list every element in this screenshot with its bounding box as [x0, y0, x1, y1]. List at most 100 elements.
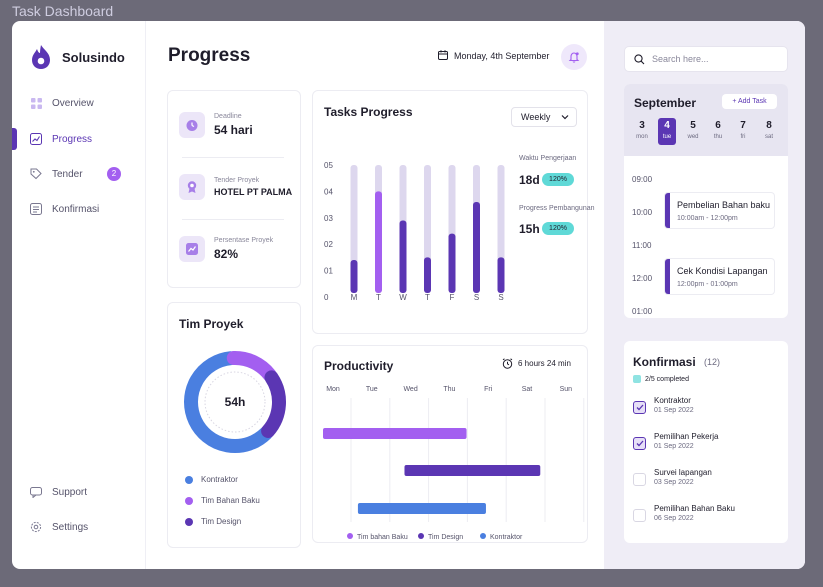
checkbox-unchecked[interactable]: [633, 509, 646, 522]
add-task-button[interactable]: + Add Task: [722, 94, 777, 109]
nav-item-konfirmasi[interactable]: Konfirmasi: [12, 196, 146, 222]
donut-center-label: 54h: [225, 395, 246, 409]
stat-pill: 120%: [542, 173, 574, 186]
y-tick-label: 04: [324, 187, 333, 196]
konfirmasi-item[interactable]: Pemilihan Bahan Baku 06 Sep 2022: [633, 504, 735, 522]
day-name: fri: [740, 134, 746, 140]
calendar-day[interactable]: 7 fri: [734, 120, 752, 140]
grid-icon: [30, 97, 42, 109]
date-text: Monday, 4th September: [454, 51, 550, 61]
nav-item-progress[interactable]: Progress: [12, 126, 146, 152]
deadline-row: Deadline 54 hari: [179, 112, 253, 138]
konfirmasi-title: Konfirmasi: [633, 355, 696, 369]
item-title: Kontraktor: [654, 396, 691, 405]
team-card: Tim Proyek 54h Kontraktor Tim Bahan Baku…: [167, 302, 301, 548]
divider: [182, 157, 284, 158]
stat-value: 15h: [519, 222, 540, 236]
nav-label: Konfirmasi: [52, 203, 100, 215]
day-name: mon: [636, 134, 648, 140]
alarm-clock-icon: [502, 358, 513, 369]
checkbox-unchecked[interactable]: [633, 473, 646, 486]
y-tick-label: 02: [324, 240, 333, 249]
item-date: 06 Sep 2022: [654, 515, 694, 522]
brand-logo[interactable]: Solusindo: [30, 44, 125, 70]
checkbox-checked[interactable]: [633, 401, 646, 414]
checkbox-checked[interactable]: [633, 437, 646, 450]
day-number: 5: [690, 120, 696, 131]
nav-item-tender[interactable]: Tender 2: [12, 161, 146, 187]
x-tick-label: W: [399, 293, 407, 302]
time-label: 01:00: [632, 307, 653, 316]
day-tick-label: Mon: [326, 386, 340, 393]
bar: [424, 257, 431, 293]
day-number: 7: [740, 120, 746, 131]
sidebar: Solusindo Overview Progress Tender 2: [12, 21, 146, 569]
day-name: thu: [713, 134, 723, 140]
calendar-day[interactable]: 6 thu: [709, 120, 727, 140]
legend-item: Tim Bahan Baku: [185, 496, 260, 505]
time-label: 11:00: [632, 241, 652, 250]
gantt-bar: [323, 428, 467, 439]
legend-dot: [480, 533, 486, 539]
notification-button[interactable]: [561, 44, 587, 70]
tender-row: Tender Proyek HOTEL PT PALMA: [179, 174, 292, 200]
konfirmasi-card: Konfirmasi (12) 2/5 completed Kontraktor…: [624, 341, 788, 543]
x-tick-label: F: [450, 293, 455, 302]
x-tick-label: S: [498, 293, 503, 302]
item-date: 03 Sep 2022: [654, 479, 694, 486]
schedule-event[interactable]: Cek Kondisi Lapangan 12:00pm - 01:00pm: [664, 258, 775, 295]
item-title: Pemilihan Pekerja: [654, 432, 719, 441]
event-time: 10:00am - 12:00pm: [677, 215, 738, 222]
search-icon: [634, 53, 645, 64]
time-label: 09:00: [632, 175, 653, 184]
nav-item-settings[interactable]: Settings: [12, 514, 146, 540]
legend-label: Tim Bahan Baku: [201, 496, 260, 505]
percent-value: 82%: [214, 247, 239, 261]
stat-label: Waktu Pengerjaan: [519, 155, 577, 162]
day-number: 3: [639, 120, 645, 131]
x-tick-label: M: [351, 293, 358, 302]
tasks-progress-card: Tasks Progress Weekly 0 01 02 03 04 05 M T W T F S S…: [312, 90, 595, 334]
donut-slice: [226, 351, 277, 382]
konfirmasi-item[interactable]: Pemilihan Pekerja 01 Sep 2022: [633, 432, 718, 450]
calendar-day-selected[interactable]: 4 tue: [658, 118, 676, 145]
bar: [375, 191, 382, 293]
nav-label: Progress: [52, 133, 93, 145]
konfirmasi-item[interactable]: Kontraktor 01 Sep 2022: [633, 396, 694, 414]
konfirmasi-item[interactable]: Survei lapangan 03 Sep 2022: [633, 468, 712, 486]
window-title: Task Dashboard: [12, 3, 114, 19]
check-icon: [636, 404, 643, 411]
gantt-bar: [357, 503, 486, 514]
current-date[interactable]: Monday, 4th September: [438, 50, 549, 62]
calendar-day[interactable]: 8 sat: [760, 120, 778, 140]
nav-label: Tender: [52, 168, 83, 180]
search-input[interactable]: [652, 54, 772, 64]
search-box[interactable]: [624, 46, 788, 72]
percent-label: Persentase Proyek: [214, 237, 274, 244]
day-name: wed: [687, 134, 699, 140]
nav-item-overview[interactable]: Overview: [12, 90, 146, 116]
bar: [448, 233, 456, 293]
chat-icon: [30, 486, 42, 498]
period-select[interactable]: Weekly: [511, 107, 577, 127]
tasks-progress-title: Tasks Progress: [324, 105, 413, 119]
event-accent: [665, 259, 670, 294]
item-date: 01 Sep 2022: [654, 443, 694, 450]
nav-label: Settings: [52, 521, 89, 533]
item-title: Pemilihan Bahan Baku: [654, 504, 735, 513]
nav-item-support[interactable]: Support: [12, 479, 146, 505]
time-label: 12:00: [632, 274, 653, 283]
award-icon: [179, 174, 205, 200]
schedule-event[interactable]: Pembelian Bahan baku 10:00am - 12:00pm: [664, 192, 775, 229]
project-info-card: Deadline 54 hari Tender Proyek HOTEL PT …: [167, 90, 301, 288]
calendar-month: September: [634, 96, 697, 110]
brand-name: Solusindo: [62, 49, 125, 65]
nav-label: Overview: [52, 97, 94, 109]
tender-count-badge: 2: [107, 167, 121, 181]
legend-label: Tim Design: [201, 517, 242, 526]
calendar-day[interactable]: 5 wed: [684, 120, 702, 140]
calendar-day[interactable]: 3 mon: [633, 120, 651, 140]
completed-status: 2/5 completed: [633, 375, 689, 383]
tasks-progress-chart: 0 01 02 03 04 05 M T W T F S S: [324, 161, 505, 302]
flame-logo-icon: [32, 45, 50, 69]
